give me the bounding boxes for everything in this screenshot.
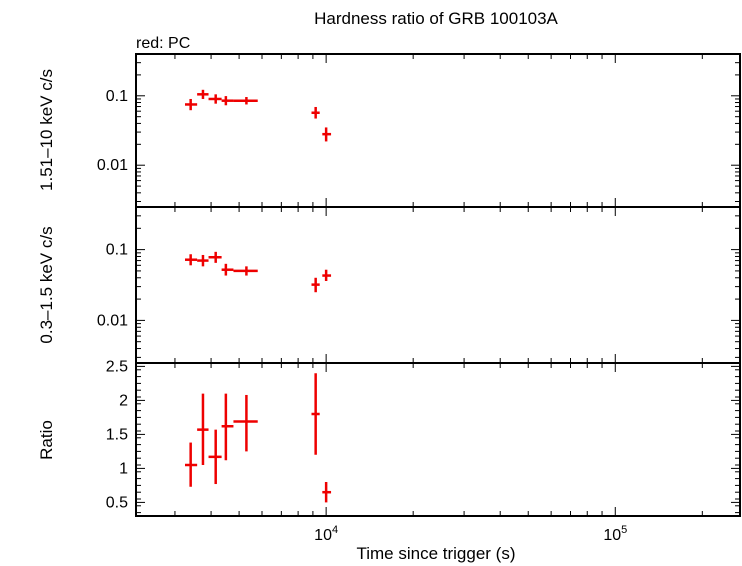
panel-ratio-ytick-label: 2.5 bbox=[106, 358, 128, 375]
panel-ratio-ytick-label: 0.5 bbox=[106, 494, 128, 511]
panel-soft-ylabel: 0.3–1.5 keV c/s bbox=[37, 226, 56, 343]
instrument-note: red: PC bbox=[136, 35, 190, 52]
panel-hard-ytick-label: 0.1 bbox=[106, 88, 128, 105]
panel-hard-ytick-label: 0.01 bbox=[97, 157, 128, 174]
x-axis-label: Time since trigger (s) bbox=[356, 544, 515, 563]
panel-ratio-ylabel: Ratio bbox=[37, 420, 56, 460]
panel-ratio-ytick-label: 1.5 bbox=[106, 426, 128, 443]
panel-hard-ylabel: 1.51–10 keV c/s bbox=[37, 69, 56, 191]
x-tick-label: 104 bbox=[314, 524, 338, 544]
panel-soft-frame bbox=[135, 206, 741, 364]
chart-marks: 0.01 0.1 0.01 0.1 0.5 1 1.5 2 2.5 104 105 bbox=[97, 54, 740, 544]
x-tick-label: 105 bbox=[603, 524, 627, 544]
panel-hard-frame bbox=[135, 53, 741, 208]
panel-ratio-frame bbox=[135, 362, 741, 517]
panel-ratio-ytick-label: 2 bbox=[119, 392, 128, 409]
panel-soft-ytick-label: 0.1 bbox=[106, 242, 128, 259]
panel-soft-ytick-label: 0.01 bbox=[97, 312, 128, 329]
chart-title: Hardness ratio of GRB 100103A bbox=[314, 9, 558, 28]
panel-ratio-ytick-label: 1 bbox=[119, 460, 128, 477]
